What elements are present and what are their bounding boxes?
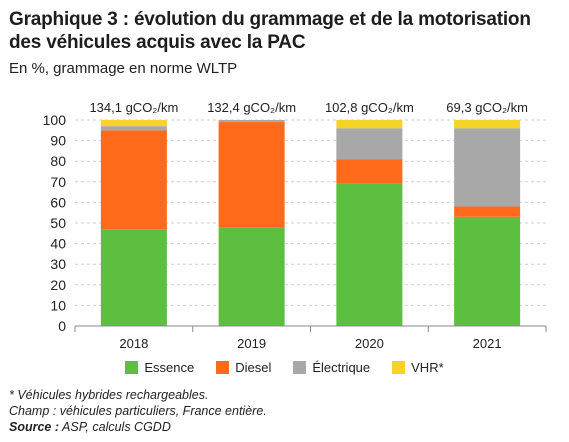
bar-top-label: 69,3 gCO₂/km [446, 100, 528, 115]
bar-segment [218, 227, 285, 326]
bar-segment [100, 120, 167, 127]
legend-swatch-vhr [392, 361, 406, 374]
bar-segment [100, 229, 167, 326]
bar-segment [454, 120, 521, 129]
x-tick-label: 2020 [355, 336, 384, 351]
legend-label-essence: Essence [144, 360, 195, 375]
legend-swatch-diesel [216, 361, 230, 374]
y-tick-label: 90 [50, 133, 66, 149]
bar-top-label: 132,4 gCO₂/km [207, 100, 296, 115]
legend-label-vhr: VHR* [411, 360, 444, 375]
chart-legend: Essence Diesel Électrique VHR* [0, 360, 569, 375]
legend-swatch-electrique [293, 361, 307, 374]
y-tick-label: 30 [50, 256, 66, 272]
y-tick-label: 0 [58, 318, 66, 334]
note-footnote: * Véhicules hybrides rechargeables. [9, 388, 209, 402]
legend-label-diesel: Diesel [235, 360, 272, 375]
bar-segment [454, 216, 521, 326]
x-tick-label: 2021 [473, 336, 502, 351]
source-label: Source : [9, 420, 60, 434]
legend-item-vhr: VHR* [392, 360, 444, 375]
chart-title: Graphique 3 : évolution du grammage et d… [9, 9, 531, 53]
source-text: ASP, calculs CGDD [59, 420, 171, 434]
note-scope: Champ : véhicules particuliers, France e… [9, 404, 267, 418]
chart-subtitle: En %, grammage en norme WLTP [9, 60, 238, 77]
y-tick-label: 40 [50, 236, 66, 252]
bar-segment [100, 130, 167, 230]
bar-segment [336, 159, 403, 184]
bar-top-label: 102,8 gCO₂/km [325, 100, 414, 115]
x-tick-label: 2019 [237, 336, 266, 351]
y-tick-label: 80 [50, 153, 66, 169]
chart-notes: * Véhicules hybrides rechargeables. Cham… [9, 387, 267, 435]
note-source: Source : ASP, calculs CGDD [9, 419, 267, 435]
y-tick-label: 50 [50, 215, 66, 231]
legend-item-electrique: Électrique [293, 360, 370, 375]
bar-segment [454, 128, 521, 207]
bar-segment [218, 120, 285, 123]
stacked-bar-chart: 0 10 20 30 40 50 60 70 80 90 100 134,1 gCO₂/km 2018 1… [43, 100, 547, 351]
bar-segment [100, 126, 167, 131]
legend-item-essence: Essence [125, 360, 194, 375]
legend-swatch-essence [125, 361, 139, 374]
bar-segment [454, 206, 521, 217]
legend-label-electrique: Électrique [312, 360, 371, 375]
bar-segment [336, 183, 403, 326]
y-tick-label: 60 [50, 194, 66, 210]
y-tick-label: 70 [50, 174, 66, 190]
bar-segment [336, 128, 403, 160]
y-tick-label: 20 [50, 277, 66, 293]
y-tick-label: 10 [50, 297, 66, 313]
x-tick-label: 2018 [119, 336, 148, 351]
bar-segment [218, 122, 285, 228]
legend-item-diesel: Diesel [216, 360, 271, 375]
y-tick-label: 100 [43, 112, 67, 128]
bar-top-label: 134,1 gCO₂/km [89, 100, 178, 115]
bar-segment [336, 120, 403, 129]
